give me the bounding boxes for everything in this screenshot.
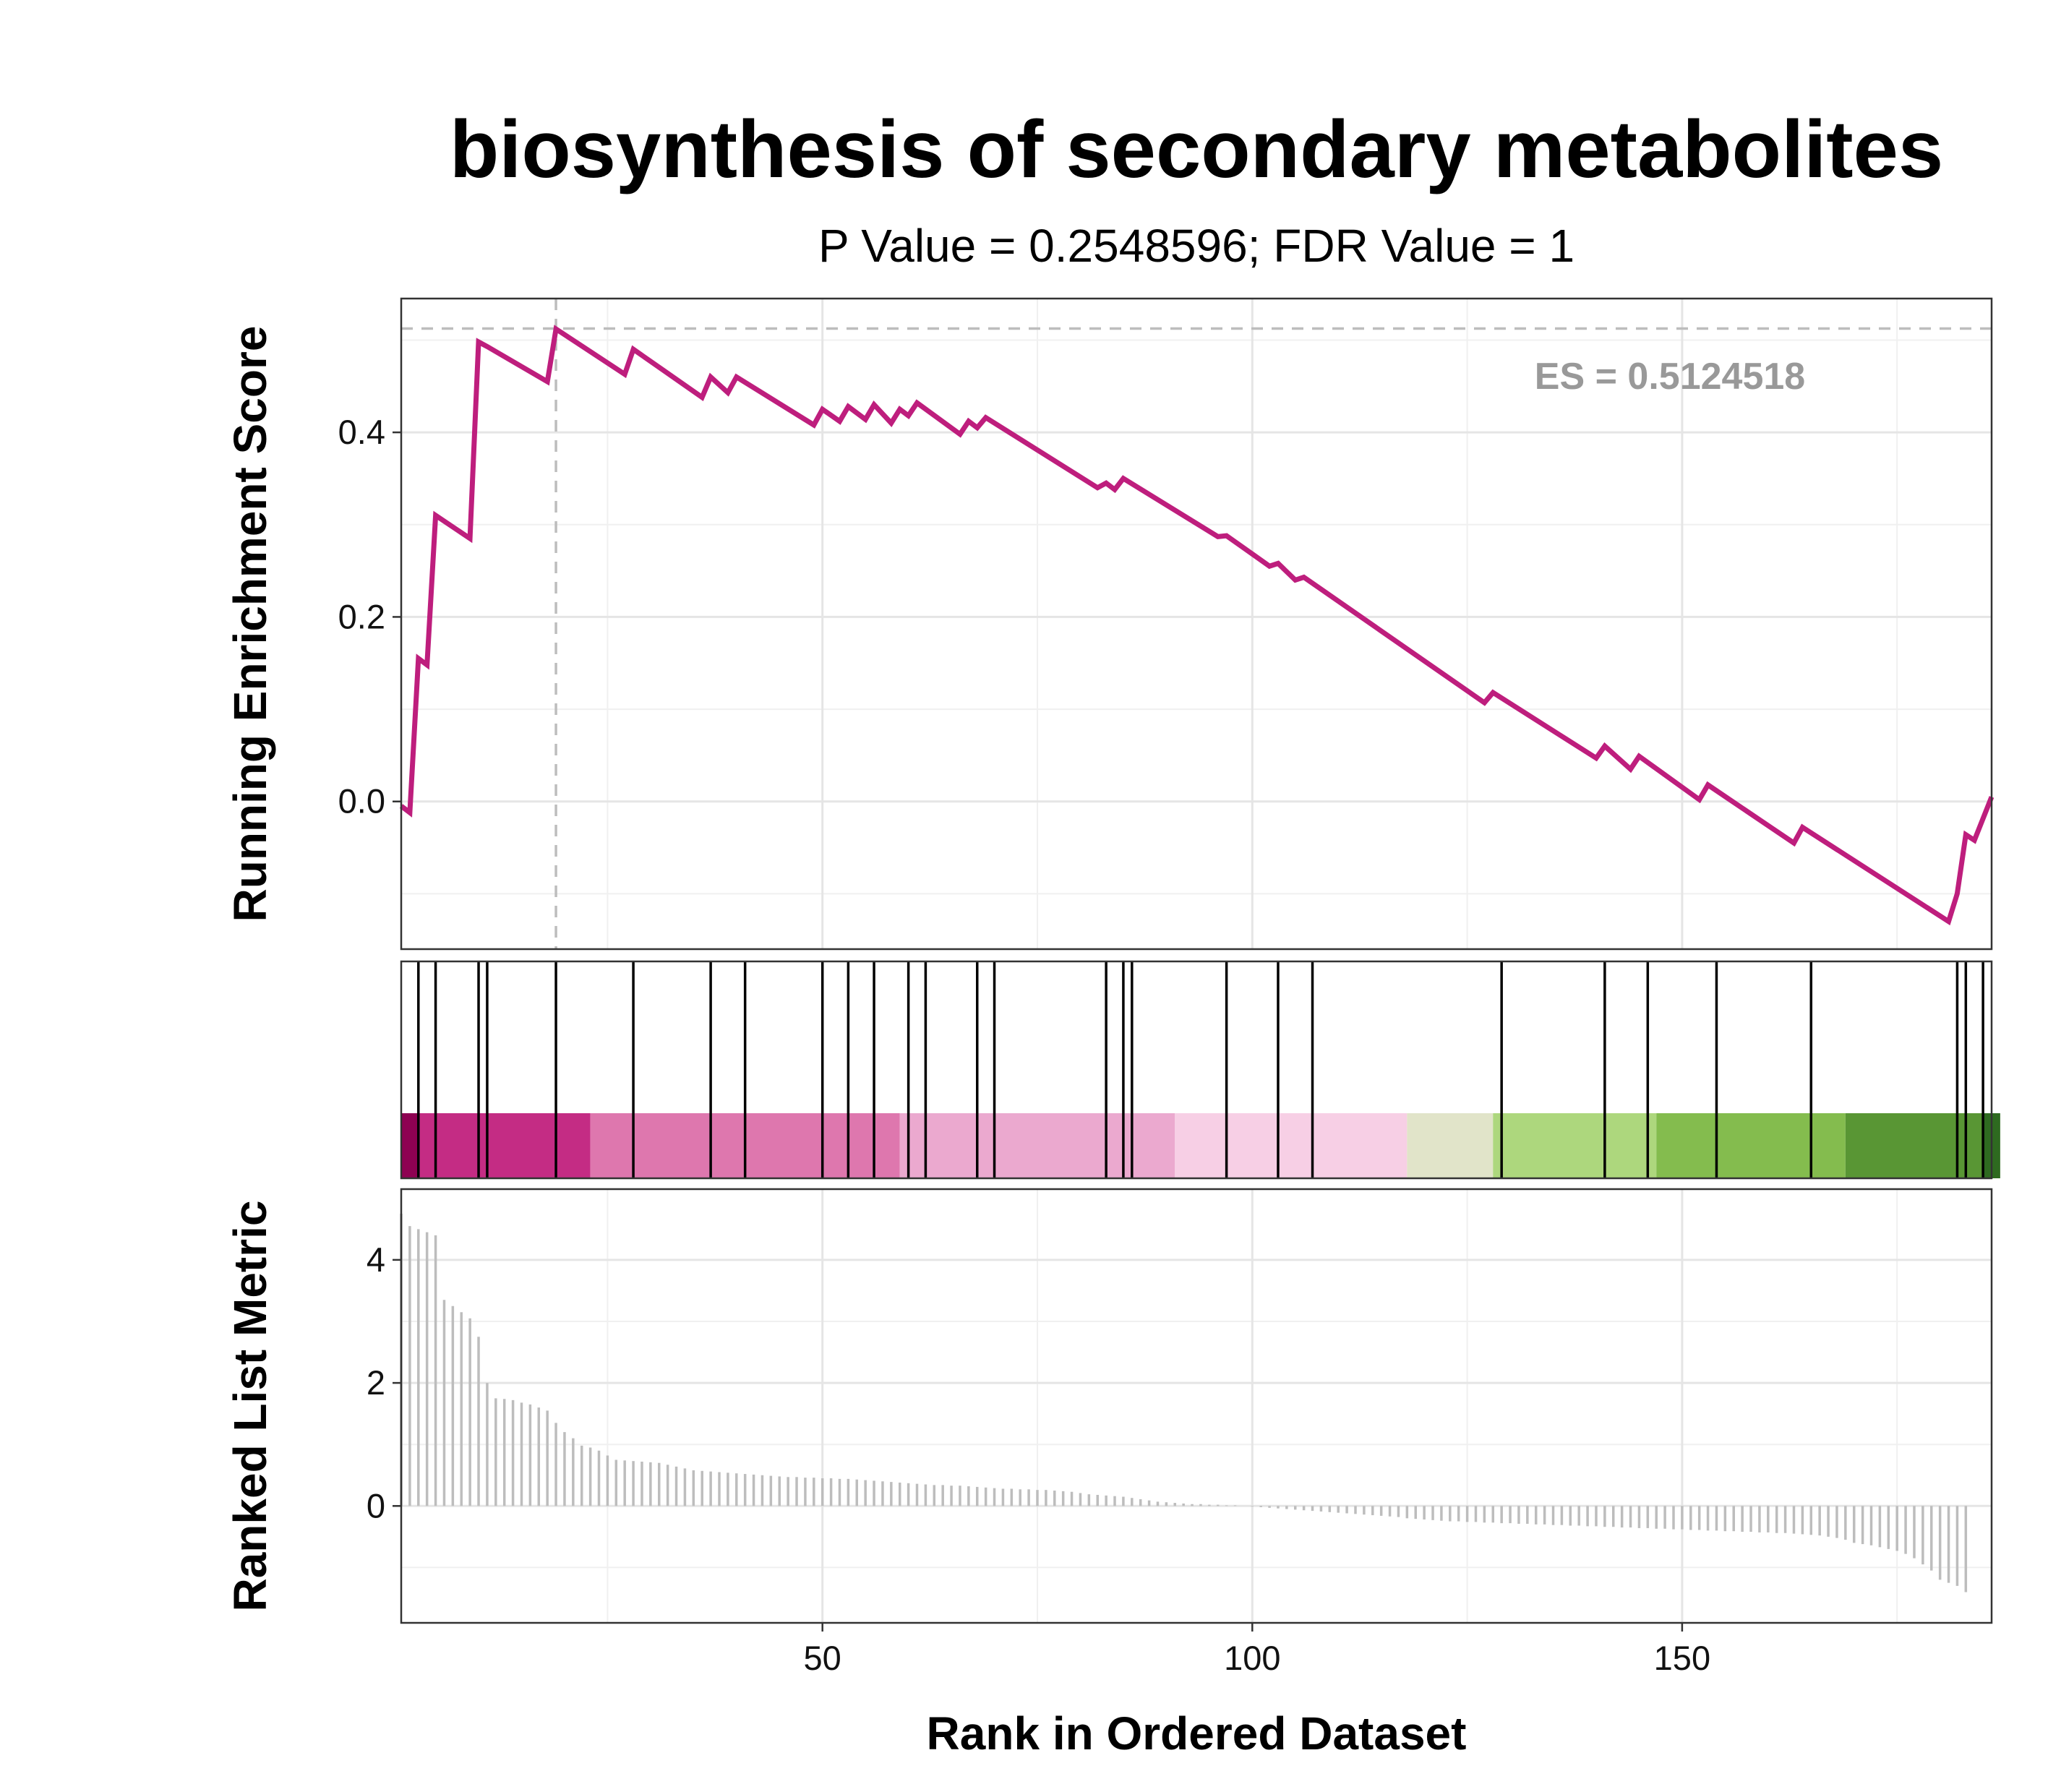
ranked-metric-y-label: Ranked List Metric: [224, 1200, 276, 1611]
ranked-metric-y-tick-label: 2: [367, 1363, 385, 1402]
running-es-panel: ES = 0.5124518 0.0 0.2 0.4 Running Enrichm…: [224, 297, 1995, 951]
running-es-y-tick-label: 0.2: [338, 597, 385, 635]
running-es-line: [399, 325, 1995, 926]
ranked-metric-y-axis: 0 2 4: [367, 1240, 401, 1525]
color-band-segment: [1493, 1113, 1657, 1178]
running-es-y-tick-label: 0.4: [338, 413, 385, 451]
running-es-y-axis: 0.0 0.2 0.4: [338, 413, 401, 820]
hit-panel-border: [400, 960, 1993, 1180]
color-band-segment: [1656, 1113, 1846, 1178]
running-es-y-label: Running Enrichment Score: [224, 326, 276, 922]
x-tick-label: 100: [1224, 1639, 1280, 1677]
es-label: ES = 0.5124518: [1535, 356, 1805, 398]
chart-title: biosynthesis of secondary metabolites: [450, 104, 1943, 194]
ranked-metric-panel-border: [400, 1188, 1993, 1624]
rank-x-axis: 50 100 150: [804, 1623, 1710, 1677]
color-band-segment: [401, 1113, 419, 1178]
running-es-y-tick-label: 0.0: [338, 782, 385, 820]
ranked-metric-gridlines: [401, 1189, 1992, 1623]
ranked-metric-panel: 0 2 4 50 100 150 Ranked List Metric: [224, 1188, 1993, 1677]
color-band-segment: [899, 1113, 1175, 1178]
x-tick-label: 50: [804, 1639, 841, 1677]
color-band-segment: [418, 1113, 591, 1178]
hit-position-panel: [400, 960, 2000, 1180]
running-es-panel-border: [400, 297, 1993, 951]
ranked-metric-y-tick-label: 4: [367, 1240, 385, 1279]
color-band-segment: [1407, 1113, 1494, 1178]
x-axis-label: Rank in Ordered Dataset: [927, 1707, 1467, 1759]
es-reference-lines: [401, 299, 1992, 949]
color-band-segment: [1175, 1113, 1408, 1178]
gene-hit-ticks: [417, 961, 1984, 1178]
rank-color-band: [401, 1113, 2000, 1178]
color-band-segment: [1845, 1113, 1984, 1178]
ranked-metric-y-tick-label: 0: [367, 1486, 385, 1525]
ranked-metric-bars: [400, 1214, 1968, 1592]
chart-subtitle: P Value = 0.2548596; FDR Value = 1: [818, 220, 1574, 272]
x-tick-label: 150: [1654, 1639, 1710, 1677]
